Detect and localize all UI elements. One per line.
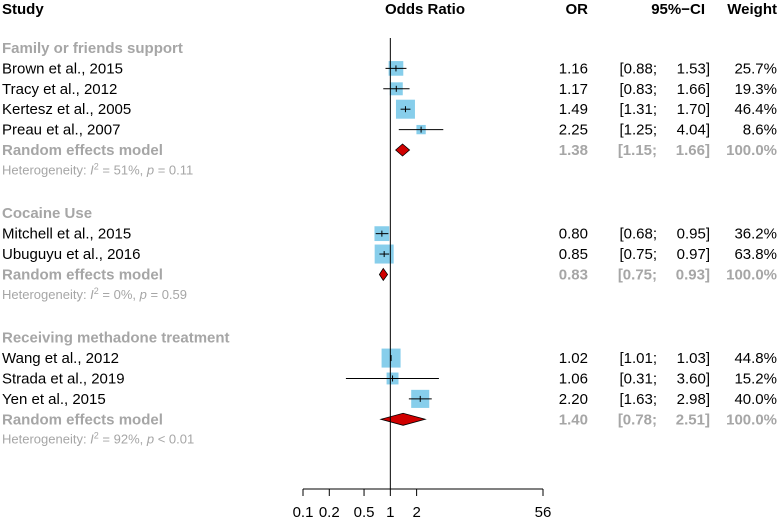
summary-diamond bbox=[378, 267, 389, 282]
study-or-value: 1.02 bbox=[559, 350, 588, 367]
summary-label: Random effects model bbox=[2, 142, 163, 159]
summary-or-value: 1.40 bbox=[559, 411, 588, 428]
header-or: OR bbox=[566, 1, 589, 18]
heterogeneity-text: Heterogeneity: I2 = 51%, p = 0.11 bbox=[2, 161, 193, 177]
group-title: Family or friends support bbox=[2, 40, 183, 57]
study-ci-lower: [0.88; bbox=[619, 60, 657, 77]
study-or-value: 0.85 bbox=[559, 246, 588, 263]
study-ci-upper: 0.97] bbox=[677, 246, 710, 263]
study-name: Kertesz et al., 2005 bbox=[2, 101, 131, 118]
study-or-value: 1.06 bbox=[559, 370, 588, 387]
summary-ci-upper: 1.66] bbox=[676, 142, 710, 159]
summary-diamond bbox=[379, 412, 427, 426]
study-weight: 40.0% bbox=[734, 391, 777, 408]
x-tick-label: 2 bbox=[412, 504, 420, 521]
x-tick-label: 56 bbox=[535, 504, 552, 521]
study-ci-lower: [0.83; bbox=[619, 81, 657, 98]
study-weight: 25.7% bbox=[734, 60, 777, 77]
rows-layer: Family or friends support Brown et al., 2… bbox=[2, 40, 777, 447]
study-ci-upper: 4.04] bbox=[677, 122, 710, 139]
header-odds-ratio: Odds Ratio bbox=[385, 1, 465, 18]
header-ci: 95%−CI bbox=[651, 1, 705, 18]
group-title: Cocaine Use bbox=[2, 205, 92, 222]
study-or-value: 1.16 bbox=[559, 60, 588, 77]
summary-weight: 100.0% bbox=[726, 142, 777, 159]
study-weight: 19.3% bbox=[734, 81, 777, 98]
x-tick-label: 0.5 bbox=[354, 504, 375, 521]
study-ci-lower: [1.01; bbox=[619, 350, 657, 367]
study-name: Preau et al., 2007 bbox=[2, 122, 120, 139]
study-weight: 46.4% bbox=[734, 101, 777, 118]
summary-ci-lower: [1.15; bbox=[618, 142, 657, 159]
study-ci-upper: 1.53] bbox=[677, 60, 710, 77]
study-ci-lower: [0.31; bbox=[619, 370, 657, 387]
study-name: Wang et al., 2012 bbox=[2, 350, 119, 367]
summary-weight: 100.0% bbox=[726, 266, 777, 283]
group-title: Receiving methadone treatment bbox=[2, 330, 230, 347]
summary-or-value: 1.38 bbox=[559, 142, 588, 159]
study-weight: 63.8% bbox=[734, 246, 777, 263]
study-weight: 36.2% bbox=[734, 226, 777, 243]
summary-ci-lower: [0.78; bbox=[618, 411, 657, 428]
summary-ci-upper: 0.93] bbox=[676, 266, 710, 283]
study-weight: 44.8% bbox=[734, 350, 777, 367]
summary-or-value: 0.83 bbox=[559, 266, 588, 283]
study-ci-lower: [1.31; bbox=[619, 101, 657, 118]
heterogeneity-text: Heterogeneity: I2 = 0%, p = 0.59 bbox=[2, 286, 187, 302]
study-weight: 15.2% bbox=[734, 370, 777, 387]
study-ci-upper: 1.70] bbox=[677, 101, 710, 118]
study-name: Mitchell et al., 2015 bbox=[2, 226, 131, 243]
header-weight: Weight bbox=[727, 1, 777, 18]
study-ci-lower: [1.25; bbox=[619, 122, 657, 139]
study-ci-lower: [0.75; bbox=[619, 246, 657, 263]
study-name: Strada et al., 2019 bbox=[2, 370, 125, 387]
study-or-value: 1.17 bbox=[559, 81, 588, 98]
study-ci-upper: 3.60] bbox=[677, 370, 710, 387]
summary-label: Random effects model bbox=[2, 266, 163, 283]
study-weight: 8.6% bbox=[743, 122, 777, 139]
plot-layer bbox=[345, 38, 444, 489]
study-ci-upper: 1.03] bbox=[677, 350, 710, 367]
study-ci-upper: 2.98] bbox=[677, 391, 710, 408]
study-ci-upper: 1.66] bbox=[677, 81, 710, 98]
study-or-value: 2.25 bbox=[559, 122, 588, 139]
study-name: Yen et al., 2015 bbox=[2, 391, 106, 408]
study-ci-lower: [1.63; bbox=[619, 391, 657, 408]
study-name: Ubuguyu et al., 2016 bbox=[2, 246, 140, 263]
x-tick-label: 0.2 bbox=[319, 504, 340, 521]
header-study: Study bbox=[2, 1, 44, 18]
study-name: Brown et al., 2015 bbox=[2, 60, 123, 77]
summary-label: Random effects model bbox=[2, 411, 163, 428]
x-tick-label: 1 bbox=[386, 504, 394, 521]
summary-ci-upper: 2.51] bbox=[676, 411, 710, 428]
study-or-value: 1.49 bbox=[559, 101, 588, 118]
summary-diamond bbox=[395, 143, 411, 157]
x-tick-label: 0.1 bbox=[293, 504, 314, 521]
study-ci-upper: 0.95] bbox=[677, 226, 710, 243]
study-or-value: 2.20 bbox=[559, 391, 588, 408]
study-name: Tracy et al., 2012 bbox=[2, 81, 117, 98]
summary-ci-lower: [0.75; bbox=[618, 266, 657, 283]
summary-weight: 100.0% bbox=[726, 411, 777, 428]
heterogeneity-text: Heterogeneity: I2 = 92%, p < 0.01 bbox=[2, 431, 194, 447]
x-axis: 0.1 0.2 0.5 1 2 56 bbox=[293, 488, 552, 521]
study-or-value: 0.80 bbox=[559, 226, 588, 243]
study-ci-lower: [0.68; bbox=[619, 226, 657, 243]
